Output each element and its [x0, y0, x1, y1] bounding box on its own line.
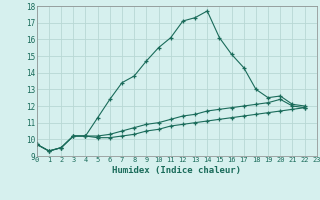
X-axis label: Humidex (Indice chaleur): Humidex (Indice chaleur) [112, 166, 241, 175]
